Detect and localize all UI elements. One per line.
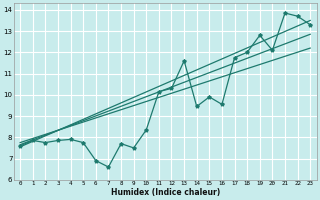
X-axis label: Humidex (Indice chaleur): Humidex (Indice chaleur) [111, 188, 220, 197]
